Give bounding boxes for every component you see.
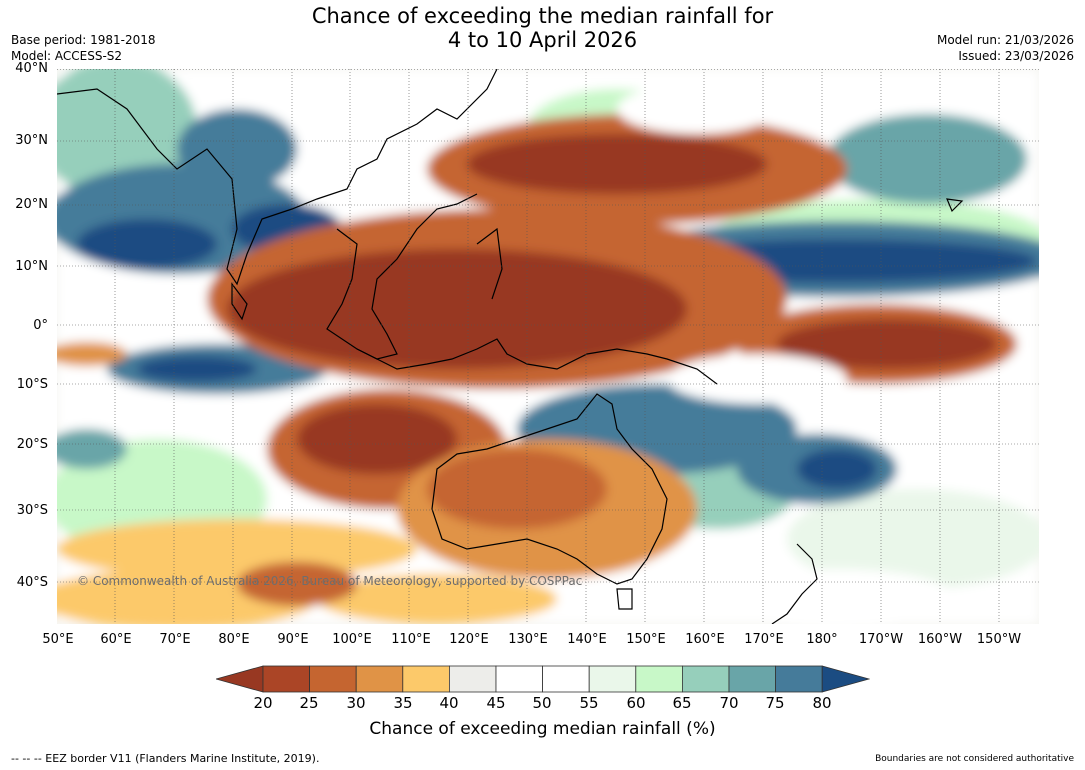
lon-label: 120°E — [449, 632, 489, 647]
lon-label: 70°E — [159, 632, 191, 647]
colorbar-tick: 55 — [579, 694, 599, 712]
lon-label: 130°E — [508, 632, 548, 647]
lat-label: 40°S — [16, 575, 48, 590]
colorbar-segment — [775, 665, 823, 693]
lon-label: 140°E — [567, 632, 607, 647]
lon-label: 100°E — [332, 632, 372, 647]
meta-right: Model run: 21/03/2026 Issued: 23/03/2026 — [937, 32, 1074, 64]
lon-label: 160°E — [685, 632, 725, 647]
colorbar-segment — [355, 665, 404, 693]
lon-label: 150°W — [976, 632, 1022, 647]
colorbar-tick: 80 — [812, 694, 832, 712]
lon-label: 50°E — [42, 632, 74, 647]
model-run: Model run: 21/03/2026 — [936, 33, 1074, 47]
lat-label: 30°S — [16, 503, 48, 518]
colorbar-label: Chance of exceeding median rainfall (%) — [369, 719, 716, 739]
probability-field — [57, 69, 1039, 624]
colorbar — [216, 665, 870, 693]
colorbar-tick: 35 — [393, 694, 413, 712]
colorbar-segment — [262, 665, 310, 693]
eez-note: -- -- -- EEZ border V11 (Flanders Marine… — [11, 752, 320, 765]
issued-date: Issued: 23/03/2026 — [958, 49, 1074, 63]
lon-label: 110°E — [391, 632, 431, 647]
colorbar-segment — [448, 665, 497, 693]
colorbar-tick: 40 — [439, 694, 459, 712]
meta-left: Base period: 1981-2018 Model: ACCESS-S2 — [11, 32, 156, 64]
colorbar-tick: 20 — [253, 694, 273, 712]
colorbar-segment — [542, 665, 590, 693]
colorbar-segment — [681, 665, 730, 693]
colorbar-tick: 70 — [719, 694, 739, 712]
rainfall-map: © Commonwealth of Australia 2026, Bureau… — [57, 69, 1039, 624]
lat-label: 10°N — [15, 259, 48, 274]
colorbar-high-arrow — [821, 665, 870, 693]
lon-label: 90°E — [277, 632, 309, 647]
lon-label: 170°E — [744, 632, 784, 647]
colorbar-low-arrow — [216, 665, 264, 693]
lon-label: 80°E — [218, 632, 250, 647]
colorbar-tick: 50 — [532, 694, 552, 712]
colorbar-segment — [402, 665, 450, 693]
colorbar-tick: 30 — [346, 694, 366, 712]
lon-label: 170°W — [858, 632, 904, 647]
lat-label: 0° — [33, 318, 48, 333]
lat-label: 20°N — [15, 197, 48, 212]
lon-label: 180° — [806, 632, 838, 647]
lat-label: 40°N — [15, 61, 48, 76]
colorbar-segment — [635, 665, 683, 693]
colorbar-segment — [588, 665, 637, 693]
graticule — [57, 69, 1039, 624]
chart-title: Chance of exceeding the median rainfall … — [0, 4, 1085, 52]
copyright-text: © Commonwealth of Australia 2026, Bureau… — [77, 574, 582, 588]
colorbar-tick: 65 — [672, 694, 692, 712]
title-line-1: Chance of exceeding the median rainfall … — [311, 4, 774, 28]
model-name: Model: ACCESS-S2 — [11, 49, 123, 63]
lat-label: 20°S — [16, 437, 48, 452]
lon-label: 160°W — [917, 632, 963, 647]
lat-label: 10°S — [16, 377, 48, 392]
base-period: Base period: 1981-2018 — [11, 33, 156, 47]
title-line-2: 4 to 10 April 2026 — [447, 28, 638, 52]
colorbar-tick: 75 — [765, 694, 785, 712]
colorbar-tick: 25 — [299, 694, 319, 712]
colorbar-tick: 45 — [486, 694, 506, 712]
colorbar-segment — [728, 665, 776, 693]
colorbar-segment — [495, 665, 543, 693]
colorbar-tick: 60 — [626, 694, 646, 712]
boundary-note: Boundaries are not considered authoritat… — [875, 754, 1074, 764]
lon-label: 150°E — [626, 632, 666, 647]
lat-label: 30°N — [15, 133, 48, 148]
lon-label: 60°E — [100, 632, 132, 647]
colorbar-segment — [309, 665, 357, 693]
